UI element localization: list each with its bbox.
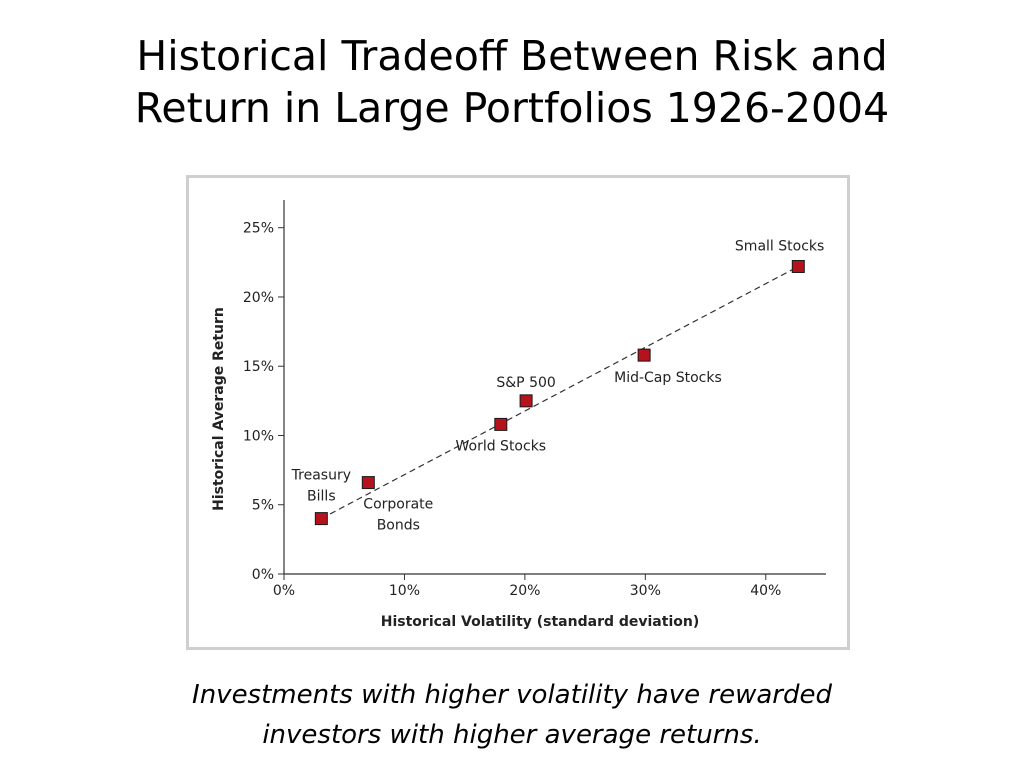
- y-tick-label: 0%: [252, 567, 274, 583]
- slide-title-line-2: Return in Large Portfolios 1926-2004: [134, 84, 890, 132]
- data-point-label-line: Small Stocks: [735, 238, 824, 254]
- data-point-marker: [494, 417, 508, 431]
- caption-line-1: Investments with higher volatility have …: [192, 680, 832, 710]
- data-point-label-line: Bills: [307, 489, 336, 505]
- y-tick-label: 20%: [243, 290, 274, 306]
- data-point-marker: [637, 348, 651, 362]
- data-point-label: Corporate Bonds: [363, 497, 433, 534]
- slide-caption: Investments with higher volatility have …: [0, 675, 1024, 755]
- x-tick-label: 40%: [750, 583, 781, 599]
- data-point-label-line: Corporate: [363, 497, 433, 513]
- slide-title-line-1: Historical Tradeoff Between Risk and: [136, 32, 888, 80]
- x-tick-label: 10%: [389, 583, 420, 599]
- data-point-label-line: World Stocks: [455, 438, 546, 454]
- data-point-label-line: Bonds: [377, 518, 420, 534]
- y-tick-label: 25%: [243, 221, 274, 237]
- y-axis-title: Historical Average Return: [211, 307, 227, 511]
- y-tick-label: 5%: [252, 498, 274, 514]
- data-point-label: Treasury Bills: [291, 468, 351, 505]
- data-point-label-line: Treasury: [291, 468, 351, 484]
- chart-frame: 0% 5% 10% 15% 20% 25% 0% 10% 20% 30% 40% Historical…: [186, 175, 850, 650]
- y-tick-label: 15%: [243, 359, 274, 375]
- y-tick-label: 10%: [243, 428, 274, 444]
- slide-title: Historical Tradeoff Between Risk and Ret…: [0, 30, 1024, 134]
- scatter-chart: 0% 5% 10% 15% 20% 25% 0% 10% 20% 30% 40% Historical…: [211, 200, 826, 630]
- data-point-label: World Stocks: [455, 438, 546, 454]
- data-point-label-line: S&P 500: [496, 375, 555, 391]
- x-axis-title: Historical Volatility (standard deviatio…: [381, 614, 699, 630]
- x-tick-label: 0%: [273, 583, 295, 599]
- x-tick-label: 20%: [509, 583, 540, 599]
- data-point-marker: [519, 394, 533, 408]
- data-point-marker: [361, 476, 375, 490]
- caption-line-2: investors with higher average returns.: [262, 720, 762, 750]
- data-point-label: Small Stocks: [735, 238, 824, 254]
- data-point-label: S&P 500: [496, 375, 555, 391]
- data-point-label: Mid-Cap Stocks: [614, 370, 722, 386]
- data-point-marker: [314, 512, 328, 526]
- data-point-marker: [791, 259, 805, 273]
- x-tick-label: 30%: [630, 583, 661, 599]
- trend-line: [321, 265, 799, 520]
- data-point-label-line: Mid-Cap Stocks: [614, 370, 722, 386]
